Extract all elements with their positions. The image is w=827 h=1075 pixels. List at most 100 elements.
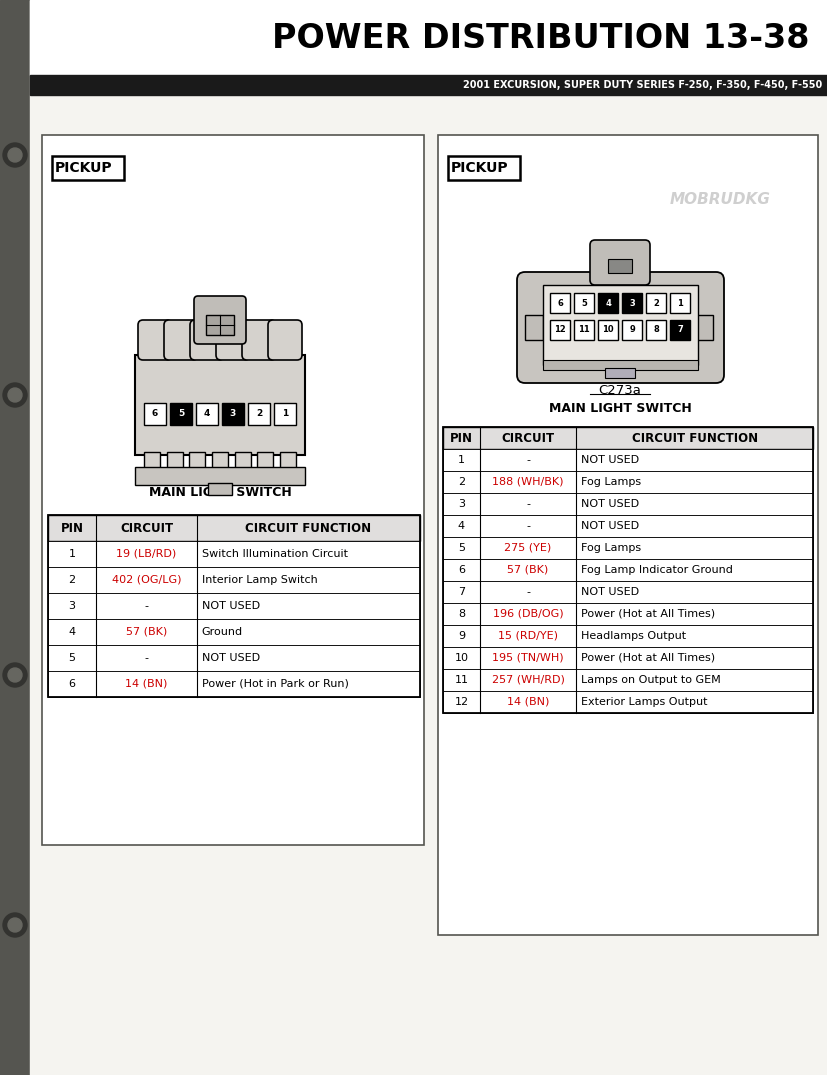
Text: 57 (BK): 57 (BK) [508,565,549,575]
Bar [208,483,232,494]
Text: -: - [145,653,149,663]
Text: C273b: C273b [198,469,241,482]
Text: 3: 3 [69,601,76,611]
Text: 3: 3 [458,499,465,508]
Text: Switch Illumination Circuit: Switch Illumination Circuit [202,549,348,559]
Bar [48,541,420,567]
Text: CIRCUIT FUNCTION: CIRCUIT FUNCTION [632,431,758,444]
Text: PICKUP: PICKUP [451,161,509,175]
FancyBboxPatch shape [216,320,250,360]
Bar [443,691,813,713]
FancyBboxPatch shape [164,320,198,360]
Text: 195 (TN/WH): 195 (TN/WH) [492,653,564,663]
Bar [622,320,642,340]
Text: 4: 4 [203,410,210,418]
Bar [598,320,618,340]
Circle shape [8,668,22,682]
Bar [248,403,270,425]
Bar [448,156,520,180]
Text: 196 (DB/OG): 196 (DB/OG) [493,610,563,619]
Bar [206,315,234,335]
Text: Lamps on Output to GEM: Lamps on Output to GEM [581,675,721,685]
Text: 10: 10 [455,653,469,663]
Text: CIRCUIT: CIRCUIT [501,431,555,444]
Bar [52,156,124,180]
Text: POWER DISTRIBUTION 13-38: POWER DISTRIBUTION 13-38 [273,22,810,55]
Bar [196,403,218,425]
Text: 11: 11 [578,326,590,334]
Text: Interior Lamp Switch: Interior Lamp Switch [202,575,318,585]
Text: 9: 9 [458,631,465,641]
FancyBboxPatch shape [190,320,224,360]
Bar [605,368,635,378]
Bar [212,452,228,470]
Text: 5: 5 [581,299,587,307]
Text: 6: 6 [557,299,563,307]
Text: -: - [526,521,530,531]
Text: Power (Hot at All Times): Power (Hot at All Times) [581,653,715,663]
Bar [443,449,813,471]
Bar [42,135,424,845]
Text: 1: 1 [282,410,288,418]
Bar [598,293,618,313]
Text: 12: 12 [554,326,566,334]
Text: Fog Lamp Indicator Ground: Fog Lamp Indicator Ground [581,565,733,575]
Bar [525,315,543,340]
Bar [543,285,698,366]
FancyBboxPatch shape [268,320,302,360]
Bar [48,671,420,697]
Text: 6: 6 [458,565,465,575]
Text: Exterior Lamps Output: Exterior Lamps Output [581,697,708,707]
Text: 15 (RD/YE): 15 (RD/YE) [498,631,558,641]
Circle shape [3,383,27,407]
Text: 19 (LB/RD): 19 (LB/RD) [117,549,177,559]
Text: 1: 1 [458,455,465,465]
Text: -: - [526,587,530,597]
Text: 402 (OG/LG): 402 (OG/LG) [112,575,181,585]
Text: 3: 3 [230,410,237,418]
Bar [443,603,813,625]
Bar [48,567,420,593]
Text: 10: 10 [602,326,614,334]
Text: 7: 7 [458,587,465,597]
Bar [550,320,570,340]
Text: PICKUP: PICKUP [55,161,112,175]
Bar [443,427,813,713]
Bar [574,293,594,313]
Text: 8: 8 [458,610,465,619]
Bar [574,320,594,340]
Bar [135,355,305,455]
Bar [443,647,813,669]
Text: Fog Lamps: Fog Lamps [581,543,641,553]
Text: 14 (BN): 14 (BN) [507,697,549,707]
Text: NOT USED: NOT USED [202,653,260,663]
Text: 4: 4 [69,627,76,637]
Text: C273a: C273a [599,384,642,397]
Bar [443,559,813,580]
Text: 3: 3 [629,299,635,307]
Bar [48,515,420,541]
FancyBboxPatch shape [242,320,276,360]
Bar [280,452,296,470]
Bar [144,452,160,470]
Text: 11: 11 [455,675,469,685]
Bar [30,0,827,75]
Text: 5: 5 [69,653,76,663]
Bar [274,403,296,425]
Text: 2: 2 [458,477,465,487]
Bar [48,515,420,697]
Bar [443,580,813,603]
FancyBboxPatch shape [194,296,246,344]
Bar [135,467,305,485]
Bar [48,619,420,645]
Text: CIRCUIT: CIRCUIT [120,521,173,534]
Text: -: - [526,499,530,508]
Text: 6: 6 [152,410,158,418]
Circle shape [3,913,27,937]
Bar [443,515,813,538]
Text: PIN: PIN [60,521,84,534]
Text: -: - [526,455,530,465]
Bar [257,452,274,470]
Bar [543,360,698,370]
Bar [189,452,205,470]
